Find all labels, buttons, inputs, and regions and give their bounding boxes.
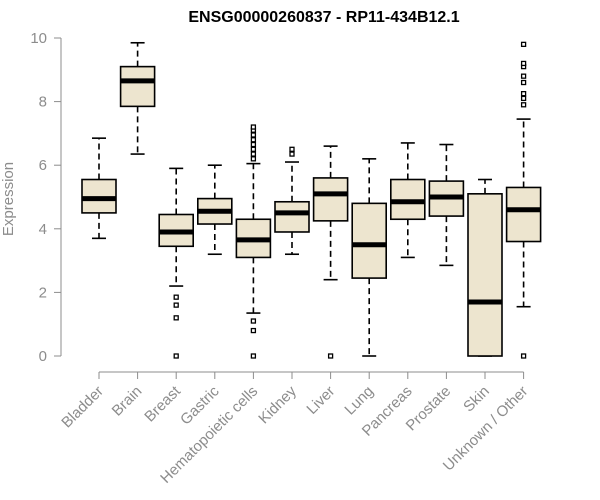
outlier-point xyxy=(250,137,257,143)
chart-title: ENSG00000260837 - RP11-434B12.1 xyxy=(188,9,459,26)
y-tick-label: 4 xyxy=(39,221,47,238)
box-bladder xyxy=(81,137,117,240)
outlier-point xyxy=(520,353,527,359)
outlier-point xyxy=(250,146,257,152)
box-breast xyxy=(158,167,194,359)
box-skin xyxy=(467,178,503,357)
x-tick-label: Breast xyxy=(141,382,184,425)
outlier-point xyxy=(173,353,179,359)
box-liver xyxy=(312,145,349,359)
outlier-point xyxy=(250,124,257,130)
x-tick-label: Skin xyxy=(460,383,493,416)
outlier-point xyxy=(250,132,257,138)
box-unknown-other xyxy=(505,41,542,359)
y-axis: 0 2 4 6 8 10 xyxy=(30,30,62,365)
outlier-point xyxy=(250,151,257,157)
outlier-point xyxy=(250,353,257,359)
x-tick-label: Bladder xyxy=(58,383,107,432)
box-lung xyxy=(351,158,388,357)
x-tick-label: Lung xyxy=(341,383,377,419)
y-axis-label: Expression xyxy=(0,162,17,236)
outlier-point xyxy=(520,79,527,86)
x-tick-label: Brain xyxy=(109,383,146,420)
y-tick-label: 10 xyxy=(30,30,47,47)
iqr-box xyxy=(312,177,349,222)
outlier-point xyxy=(173,294,179,300)
outlier-point xyxy=(520,91,527,97)
box-series xyxy=(81,41,542,359)
outlier-point xyxy=(520,60,527,67)
iqr-box xyxy=(274,200,310,233)
outlier-point xyxy=(289,146,295,152)
outlier-point xyxy=(520,41,527,48)
y-tick-label: 2 xyxy=(39,284,47,301)
y-tick-label: 0 xyxy=(39,348,47,365)
x-tick-label: Liver xyxy=(303,383,338,418)
iqr-box xyxy=(351,202,388,279)
outlier-point xyxy=(250,327,257,334)
iqr-box xyxy=(119,65,156,108)
box-prostate xyxy=(428,143,465,267)
iqr-box xyxy=(467,193,503,357)
outlier-point xyxy=(520,95,527,102)
box-kidney xyxy=(274,146,310,256)
box-gastric xyxy=(197,164,233,256)
y-tick-label: 6 xyxy=(39,157,47,174)
outlier-point xyxy=(327,353,334,359)
outlier-point xyxy=(173,302,179,308)
outlier-point xyxy=(250,156,257,162)
box-brain xyxy=(119,41,156,155)
outlier-point xyxy=(520,73,527,79)
outlier-point xyxy=(250,318,257,324)
outlier-point xyxy=(289,151,295,157)
y-tick-label: 8 xyxy=(39,94,47,111)
outlier-point xyxy=(520,102,527,108)
x-tick-label: Kidney xyxy=(255,382,300,427)
outlier-point xyxy=(250,141,257,148)
box-pancreas xyxy=(389,142,426,259)
outlier-point xyxy=(173,315,179,321)
iqr-box xyxy=(505,186,542,243)
box-hematopoietic-cells xyxy=(235,124,272,359)
